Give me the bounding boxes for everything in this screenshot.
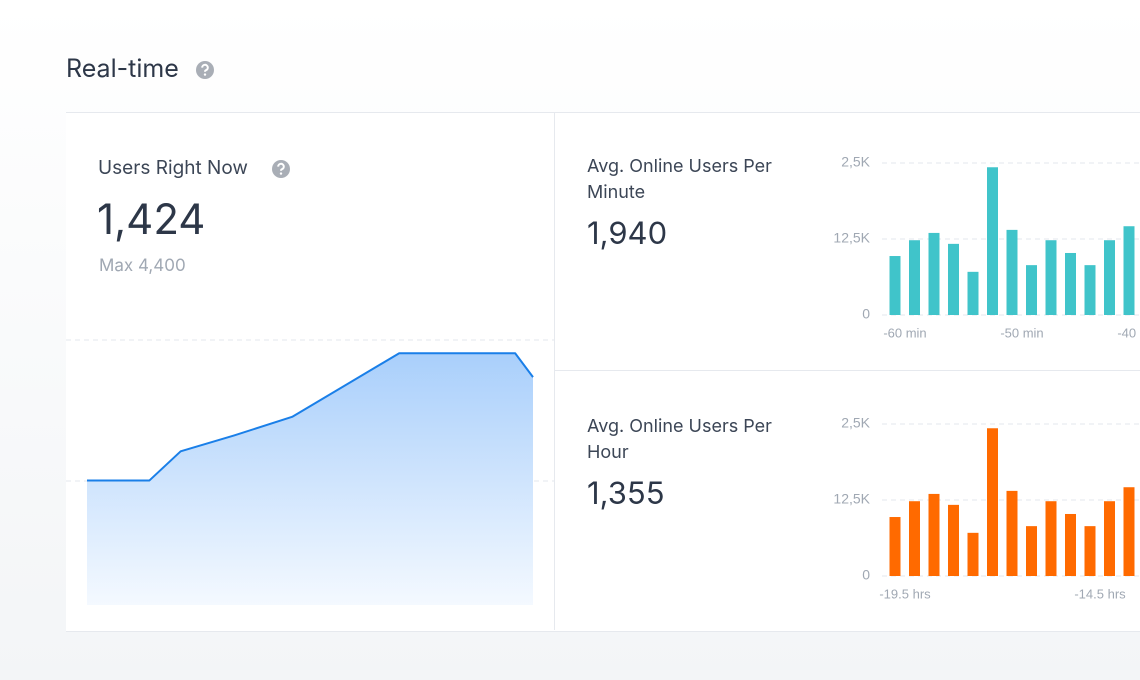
bar [1026, 265, 1037, 315]
bar [1084, 526, 1096, 576]
help-icon[interactable] [271, 159, 291, 179]
bar [1045, 501, 1057, 576]
bar [1104, 240, 1115, 315]
x-tick-label: -14.5 hrs [1074, 586, 1126, 601]
bar [1123, 226, 1135, 315]
users-label: Users Right Now [98, 156, 248, 179]
y-tick-label: 0 [862, 567, 870, 583]
panel-title: Avg. Online Users Per Hour [587, 416, 772, 463]
bar [987, 428, 998, 576]
bar [1006, 229, 1018, 315]
bar [1084, 265, 1096, 315]
bar [928, 232, 940, 315]
bar [987, 167, 998, 315]
bar [1065, 252, 1076, 315]
panel-value: 1,355 [587, 475, 665, 512]
y-tick-label: 12,5K [833, 230, 870, 246]
bar [928, 493, 940, 576]
bar [1065, 513, 1076, 576]
users-value: 1,424 [97, 194, 206, 245]
bar [948, 504, 959, 576]
bar [1006, 490, 1018, 576]
divider [555, 370, 1140, 371]
y-tick-label: 2,5K [841, 415, 870, 431]
bar [1026, 526, 1037, 576]
page-title: Real-time [66, 54, 179, 84]
panel-title: Avg. Online Users Per Minute [587, 156, 772, 203]
panel-value: 1,940 [587, 215, 668, 252]
y-tick-label: 12,5K [833, 491, 870, 507]
y-tick-label: 0 [862, 306, 870, 322]
help-icon[interactable] [195, 60, 215, 80]
divider [554, 112, 555, 630]
bar [889, 517, 901, 576]
x-tick-label: -50 min [1000, 325, 1043, 340]
area [87, 353, 533, 605]
bar [1045, 240, 1057, 315]
bar [909, 501, 920, 576]
bar [889, 256, 901, 315]
x-tick-label: -60 min [883, 325, 926, 340]
bar [967, 532, 979, 576]
x-tick-label: -40 min [1117, 325, 1140, 340]
bar [1123, 487, 1135, 576]
line [87, 352, 534, 482]
bar [967, 271, 979, 315]
bar [948, 243, 959, 315]
bar [1104, 501, 1115, 576]
y-tick-label: 2,5K [841, 154, 870, 170]
users-max: Max 4,400 [99, 256, 186, 276]
bar [909, 240, 920, 315]
x-tick-label: -19.5 hrs [879, 586, 931, 601]
